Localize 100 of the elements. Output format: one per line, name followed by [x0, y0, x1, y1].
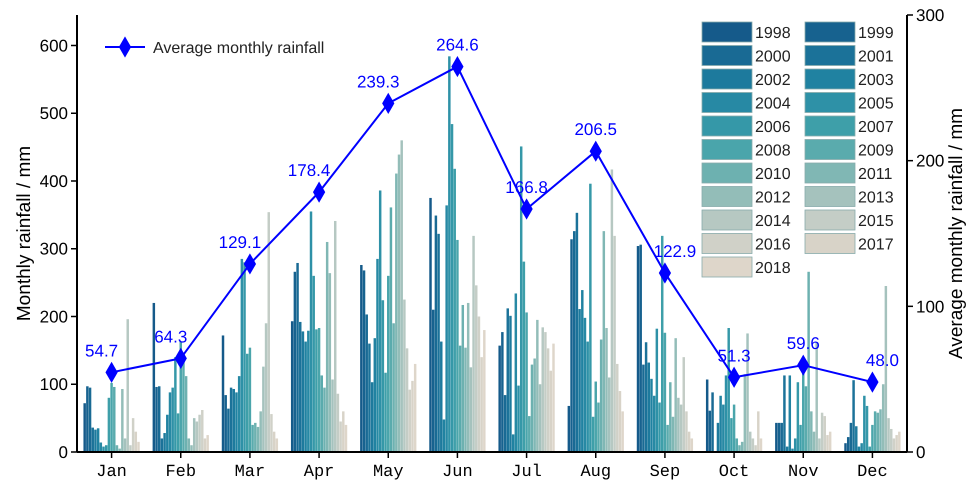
bar	[882, 384, 884, 452]
bar	[530, 364, 534, 452]
y-axis-title: Monthly rainfall / mm	[14, 146, 35, 322]
bar	[706, 380, 708, 452]
x-tick-label: Sep	[650, 463, 680, 482]
bar	[470, 367, 472, 452]
bar	[201, 410, 204, 452]
y-tick-label: 500	[40, 104, 68, 124]
bar	[501, 332, 504, 452]
bar	[506, 308, 509, 452]
bar	[174, 357, 177, 452]
data-label: 129.1	[218, 232, 262, 252]
data-label: 48.0	[866, 351, 899, 370]
bar	[541, 327, 544, 452]
bar	[132, 418, 134, 452]
bar	[121, 388, 124, 452]
bar	[318, 328, 320, 452]
y-tick-label: 100	[40, 375, 68, 394]
bar	[656, 328, 658, 452]
data-label: 264.6	[436, 36, 479, 55]
bar	[152, 302, 156, 452]
bar	[360, 265, 363, 452]
legend-label: 2006	[755, 119, 791, 136]
x-tick-label: Jun	[442, 463, 473, 482]
x-tick-label: Jan	[96, 463, 127, 482]
bar	[158, 386, 160, 452]
legend-label: 2017	[858, 236, 894, 254]
bar	[472, 236, 475, 452]
bar	[775, 422, 778, 452]
bar	[403, 300, 406, 452]
bar	[576, 212, 578, 452]
bar	[887, 418, 890, 452]
legend-label: 2011	[858, 166, 893, 183]
bar	[334, 220, 336, 452]
bar	[230, 388, 232, 452]
x-tick-label: Apr	[304, 463, 334, 482]
bar	[589, 184, 592, 452]
bar	[414, 364, 416, 452]
bar	[711, 392, 714, 452]
legend-label: 2002	[755, 72, 791, 89]
bar	[876, 412, 880, 452]
bar	[251, 424, 254, 452]
bar	[326, 242, 328, 452]
bar	[88, 388, 92, 452]
bar	[863, 396, 866, 452]
legend-label: 2003	[858, 72, 894, 89]
data-label: 206.5	[574, 120, 618, 140]
bar	[752, 438, 754, 452]
bar	[483, 330, 486, 452]
legend-label: 2004	[755, 96, 791, 112]
bar	[259, 411, 262, 452]
bar	[434, 216, 438, 452]
bar	[448, 56, 451, 452]
bar	[778, 422, 780, 452]
bar	[602, 231, 606, 452]
bar	[613, 236, 616, 452]
legend-label: 2015	[858, 213, 894, 230]
bar	[86, 386, 89, 452]
bar	[533, 358, 536, 452]
bar	[466, 302, 470, 452]
bar	[783, 375, 786, 452]
bar	[268, 212, 270, 452]
bar	[824, 416, 826, 452]
bar	[738, 445, 741, 452]
bar	[852, 380, 855, 452]
bar	[336, 394, 340, 452]
y-tick-label: 300	[40, 240, 68, 259]
bar	[116, 445, 118, 452]
x-tick-label: Dec	[857, 463, 888, 482]
legend-label: 2009	[858, 142, 894, 160]
bar	[732, 404, 736, 452]
legend-label: 2007	[858, 119, 894, 136]
bar	[682, 357, 685, 452]
bar	[243, 262, 246, 452]
bar	[458, 346, 462, 452]
bar	[462, 304, 464, 452]
y-tick-label: 200	[40, 307, 68, 326]
legend-label: 2001	[858, 48, 894, 66]
bar	[828, 432, 832, 452]
bar	[378, 190, 382, 452]
bar	[538, 384, 542, 452]
bar	[248, 348, 252, 452]
bar	[188, 438, 190, 452]
x-tick-label: Jul	[511, 463, 542, 482]
bar	[320, 375, 324, 452]
y2-tick-label: 300	[916, 6, 944, 25]
data-label: 54.7	[85, 341, 118, 360]
bar	[254, 422, 257, 452]
bar	[804, 386, 808, 452]
legend-label: 2008	[755, 142, 791, 160]
y-tick-label: 0	[58, 443, 68, 462]
bar	[594, 382, 597, 452]
x-tick-label: Mar	[234, 463, 266, 482]
bar	[192, 418, 196, 452]
y2-tick-label: 200	[916, 152, 944, 171]
bar	[124, 438, 126, 452]
legend-label: 2000	[755, 48, 791, 66]
bar	[788, 375, 792, 452]
bar	[328, 273, 332, 452]
bar	[331, 380, 334, 452]
